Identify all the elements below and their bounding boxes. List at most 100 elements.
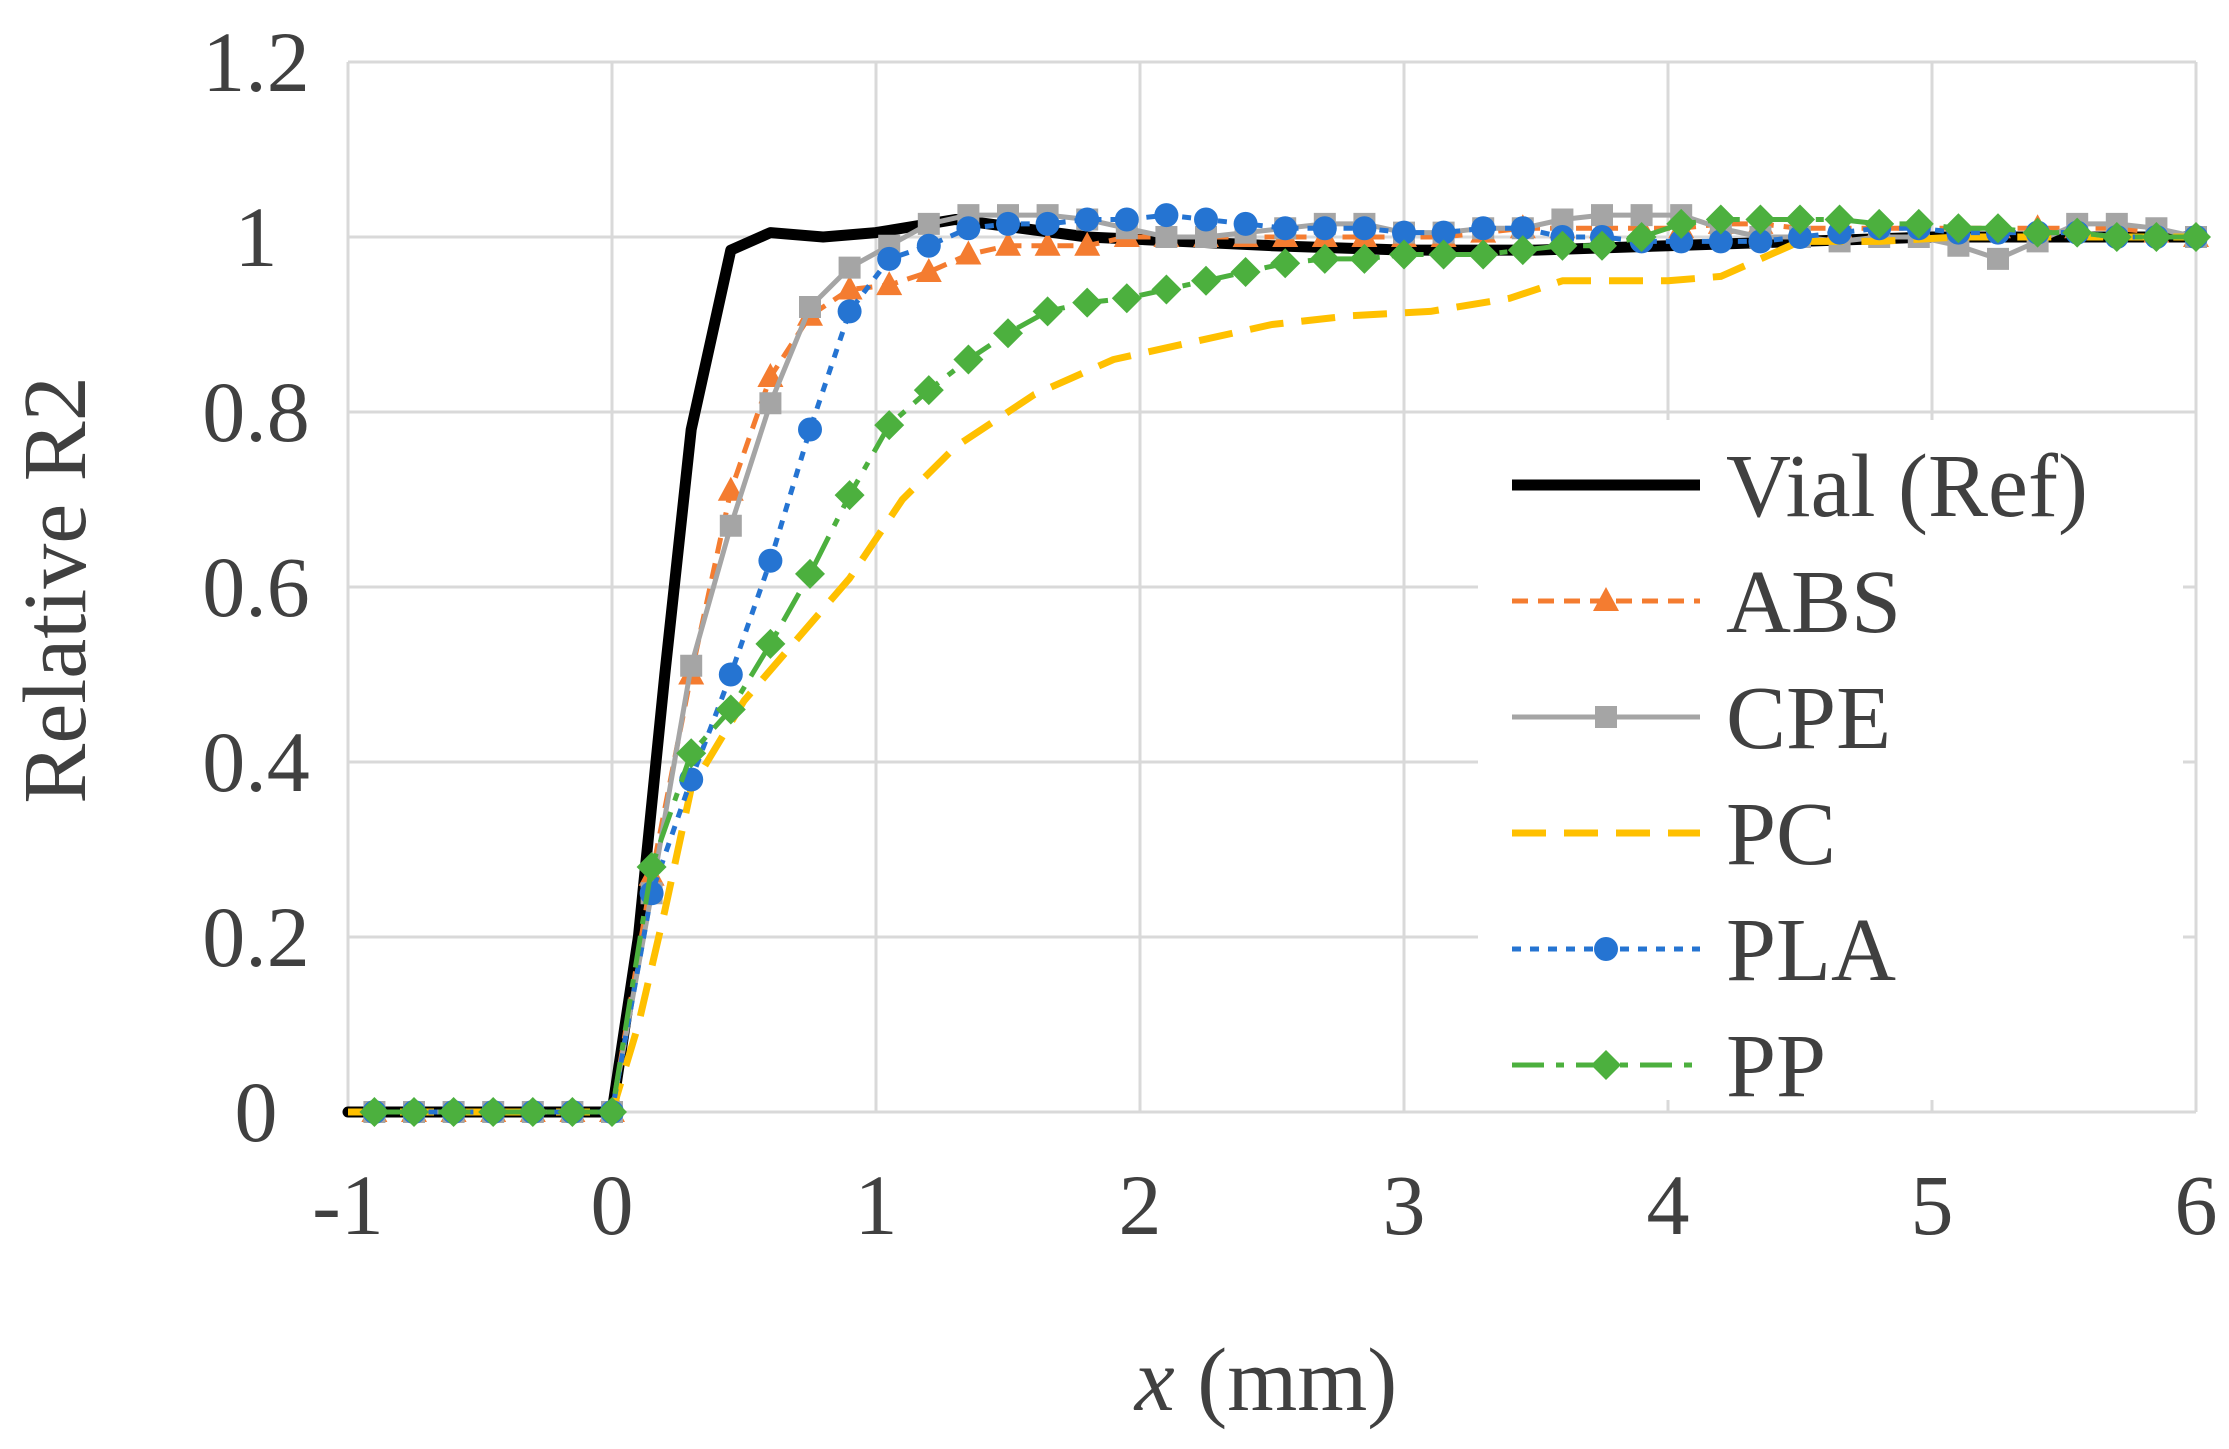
- legend-marker-cpe: [1595, 706, 1617, 728]
- data-point-pp: [1745, 204, 1776, 235]
- data-point-pp: [834, 480, 865, 511]
- y-tick-label: 0.6: [202, 539, 310, 635]
- data-point-pp: [1389, 239, 1419, 270]
- data-point-pp: [2101, 222, 2132, 252]
- y-axis-title: Relative R2: [6, 376, 105, 803]
- data-point-pp: [1349, 243, 1380, 274]
- data-point-pp: [359, 1097, 390, 1127]
- data-point-pp: [795, 558, 825, 589]
- data-point-pp: [1547, 230, 1578, 261]
- series-pc: [348, 233, 2196, 1116]
- data-point-pla: [1708, 229, 1733, 254]
- legend-label-cpe: CPE: [1726, 669, 1891, 768]
- data-point-pla: [1471, 216, 1496, 241]
- data-point-pp: [1072, 287, 1103, 318]
- data-point-pla: [1312, 216, 1337, 241]
- data-point-pp: [1428, 239, 1459, 270]
- data-point-cpe: [1591, 204, 1613, 227]
- series-layer: [342, 203, 2211, 1127]
- y-tick-label: 1: [235, 189, 278, 285]
- data-point-pp: [636, 852, 667, 882]
- data-point-pp: [557, 1097, 588, 1127]
- data-point-abs: [1034, 231, 1061, 256]
- data-point-pp: [1903, 208, 1934, 239]
- data-point-cpe: [917, 212, 940, 235]
- x-axis-variable: x: [1133, 1331, 1175, 1430]
- data-point-pp: [2062, 217, 2093, 248]
- x-axis-unit: (mm): [1175, 1331, 1397, 1430]
- data-point-cpe: [1155, 226, 1178, 248]
- data-point-pla: [1669, 229, 1694, 254]
- data-point-cpe: [1195, 226, 1217, 248]
- legend-item-cpe: CPE: [1512, 669, 1891, 768]
- x-tick-label: 0: [591, 1157, 634, 1253]
- x-tick-label: 1: [855, 1157, 898, 1253]
- data-point-pp: [1983, 213, 2013, 244]
- data-point-pp: [1824, 204, 1855, 235]
- y-tick-label: 0.2: [202, 889, 310, 985]
- x-tick-label: 3: [1383, 1157, 1426, 1253]
- data-point-pla: [1748, 229, 1773, 254]
- data-point-cpe: [719, 514, 742, 537]
- x-axis-title: x (mm): [1133, 1331, 1397, 1430]
- data-point-pp: [2181, 222, 2211, 252]
- data-point-pp: [874, 410, 905, 441]
- data-point-pp: [438, 1097, 469, 1127]
- data-point-abs: [1074, 231, 1101, 256]
- data-point-abs: [876, 271, 903, 296]
- series-line-pla: [374, 212, 2196, 1115]
- y-tick-label: 1.2: [202, 14, 310, 110]
- data-point-pp: [993, 318, 1023, 349]
- legend-marker-pp: [1591, 1050, 1621, 1080]
- data-point-abs: [995, 231, 1021, 256]
- data-point-pp: [1111, 283, 1142, 314]
- data-point-pp: [676, 738, 707, 769]
- y-tick-label: 0.8: [202, 364, 310, 460]
- data-point-pp: [1587, 230, 1617, 261]
- data-point-cpe: [1987, 247, 2009, 270]
- data-point-pp: [399, 1097, 429, 1127]
- data-point-pp: [2141, 222, 2172, 252]
- legend-item-vial-ref: Vial (Ref): [1512, 437, 2088, 536]
- data-point-cpe: [759, 392, 782, 415]
- legend-box: [1478, 420, 2183, 1100]
- data-point-pp: [1943, 213, 1974, 244]
- data-point-pla: [996, 211, 1020, 236]
- data-point-pla: [837, 299, 862, 324]
- data-point-abs: [717, 476, 744, 501]
- data-point-pp: [1032, 296, 1063, 327]
- x-tick-label: 5: [1911, 1157, 1954, 1253]
- series-pp: [359, 204, 2211, 1127]
- data-point-pla: [1352, 216, 1377, 241]
- data-point-pp: [1626, 222, 1657, 252]
- data-point-pla: [1510, 216, 1535, 241]
- legend-marker-abs: [1593, 587, 1619, 611]
- data-point-pla: [1431, 220, 1456, 245]
- data-point-pp: [1230, 257, 1261, 287]
- data-point-pp: [1666, 208, 1697, 239]
- legend-item-pp: PP: [1512, 1017, 1826, 1116]
- legend-label-pc: PC: [1726, 785, 1836, 884]
- x-tick-label: 2: [1119, 1157, 1162, 1253]
- data-point-pla: [718, 662, 743, 687]
- y-tick-label: 0.4: [202, 714, 310, 810]
- data-point-pp: [755, 628, 786, 659]
- data-point-pp: [953, 344, 984, 375]
- data-point-pp: [1270, 248, 1301, 279]
- legend-item-pla: PLA: [1512, 901, 1896, 1000]
- data-point-pla: [956, 216, 981, 241]
- legend-label-pla: PLA: [1726, 901, 1896, 1000]
- data-point-pla: [1273, 216, 1298, 241]
- data-point-pla: [1075, 207, 1100, 232]
- data-point-pla: [758, 548, 783, 573]
- legend-label-vial-ref: Vial (Ref): [1726, 437, 2088, 536]
- data-point-abs: [955, 240, 982, 265]
- data-point-cpe: [1630, 204, 1653, 227]
- legend-marker-pla: [1594, 937, 1618, 961]
- data-point-pp: [715, 694, 746, 725]
- data-point-pp: [1468, 239, 1499, 270]
- data-point-pp: [1191, 265, 1221, 296]
- data-point-pla: [1233, 211, 1258, 236]
- legend-item-pc: PC: [1512, 785, 1836, 884]
- legend-label-pp: PP: [1726, 1017, 1826, 1116]
